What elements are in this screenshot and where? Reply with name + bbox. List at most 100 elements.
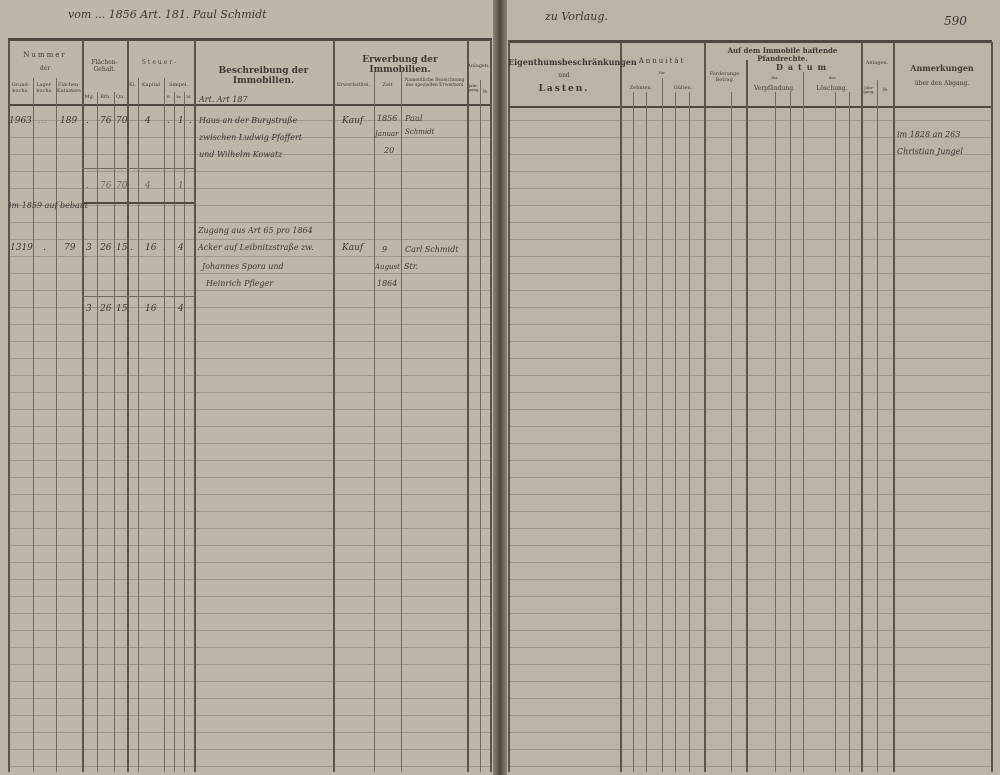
column-rule [114,92,115,772]
remark-line: im 1828 an 263 [897,130,961,139]
header-kapital: Kapital [141,82,161,88]
column-rule [893,42,895,772]
column-rule [164,78,165,772]
header-lasten: Lasten. [538,84,590,94]
header-pfandrechte: Auf dem Immobile haftende Pfandrechte. [727,46,838,63]
column-rule [97,92,98,772]
header-erwerbung: Erwerbung der Immobilien. [362,55,438,75]
column-rule [467,40,469,772]
header-rth: Rth. [100,94,111,100]
remark-line: Christian Jungel [897,147,963,156]
header-simpel: Simpel. [168,82,189,88]
header-hl: hl. [186,94,192,99]
entry-mg: 3 [86,243,92,253]
header-der: der [828,75,836,80]
header-zehnten: Zehnten. [629,85,653,91]
right-ruled-lines [508,104,992,772]
entry-zeit: 9 [382,245,388,254]
entry-erwerber: Carl Schmidt [405,245,459,254]
subtotal-fl: 16 [145,304,157,314]
header-datum: Datum [775,62,832,72]
header-nr: № [482,89,488,95]
subtotal-kl: 4 [145,181,151,191]
entry-beschreibung-line: Acker auf Leibnitzstraße zw. [198,243,314,252]
header-flaechen-gehalt: Flächen-Gehalt. [91,59,118,73]
entry-erwerber: Paul [405,114,423,123]
column-rule [401,72,402,772]
left-ruled-lines [8,104,492,772]
entry-hl: . [189,116,192,126]
subtotal-mg: . [86,181,89,191]
header-kataster: Flächen-Katasters [56,82,82,94]
header-gueltten: Gülten. [673,85,693,91]
header-note: vom ... 1856 Art. 181. Paul Schmidt [68,8,267,21]
column-rule [194,40,196,772]
subtotal-line [82,202,194,204]
column-rule [991,42,993,772]
entry-titel: Kauf [342,243,364,253]
column-rule [633,92,634,772]
header-namentliche: Namentliche Bezeichnung des speziellen E… [404,78,465,88]
header-eigenthum: Eigenthumsbeschränkungen [508,57,637,67]
entry-kataster: 79 [64,243,76,253]
subtotal-line [82,296,194,297]
entry-erwerber: Str. [404,262,419,271]
header-und: und [558,72,570,79]
header-fl: fl. [167,94,171,99]
column-rule [33,78,34,772]
entry-beschreibung-line: Zugang aus Art 65 pro 1864 [198,226,313,235]
entry-zeit: 1864 [377,279,398,288]
header-loeschung: Löschung. [816,85,848,92]
header-annuitaet: Annuität [638,57,686,65]
entry-rth: 76 [100,116,112,126]
header-beschreibung: Beschreibung der Immobilien. [218,66,309,86]
header-fuer: für [659,70,665,75]
subtotal-rth: 26 [100,304,112,314]
entry-kr: 1 [178,116,184,126]
header-anmerkungen: Anmerkungen [910,63,974,73]
entry-zeit: Januar [375,130,399,138]
entry-lagerbuch: . [43,243,46,253]
right-top-border [508,40,992,43]
entry-qu: 70 [116,116,128,126]
header-mg: Mg. [84,94,95,100]
column-rule [877,80,878,772]
header-lagerbuch: Lager-buchs. [36,82,53,94]
entry-kl: 4 [145,116,151,126]
entry-lagerbuch: ... [38,116,47,126]
column-rule [835,92,836,772]
header-verpfaendung: Verpfändung. [753,85,796,92]
column-rule [8,40,10,772]
entry-titel: Kauf [342,116,364,126]
column-rule [675,92,676,772]
header-grundbuch: Grund-buchs. [11,82,30,94]
column-rule [689,92,690,772]
entry-beschreibung-line: Haus an der Burgstraße [199,116,298,125]
header-nummer-der: der [39,65,51,72]
column-rule [174,92,175,772]
column-rule [508,42,510,772]
header-nr: № [882,87,888,93]
column-rule [704,42,706,772]
entry-rth: 26 [100,243,112,253]
header-zeit: Zeit [382,82,393,88]
subtotal-hl: 4 [178,304,184,314]
header-steuer: Steuer- [141,59,179,66]
header-nummer: Nummer [23,51,67,59]
left-header-bottom [8,104,492,106]
header-kr: kr. [176,94,182,99]
subtotal-mg: 3 [86,304,92,314]
header-jahrgang: Jahr-gang. [863,85,875,95]
header-erwerbstitel: Erwerbstitel. [336,82,371,88]
column-rule [646,92,647,772]
column-rule [56,78,57,772]
header-note: zu Vorlaug. [545,10,608,23]
header-jahrgang: Jahr-gang [468,83,479,93]
column-rule [480,80,481,772]
entry-zeit: 20 [384,146,395,155]
header-forderungs: Forderungs-Betrag. [709,71,741,83]
header-anlagen: Anlagen. [467,63,490,69]
column-rule [620,42,622,772]
header-anlagen: Anlagen. [865,60,889,66]
column-rule [490,40,492,772]
